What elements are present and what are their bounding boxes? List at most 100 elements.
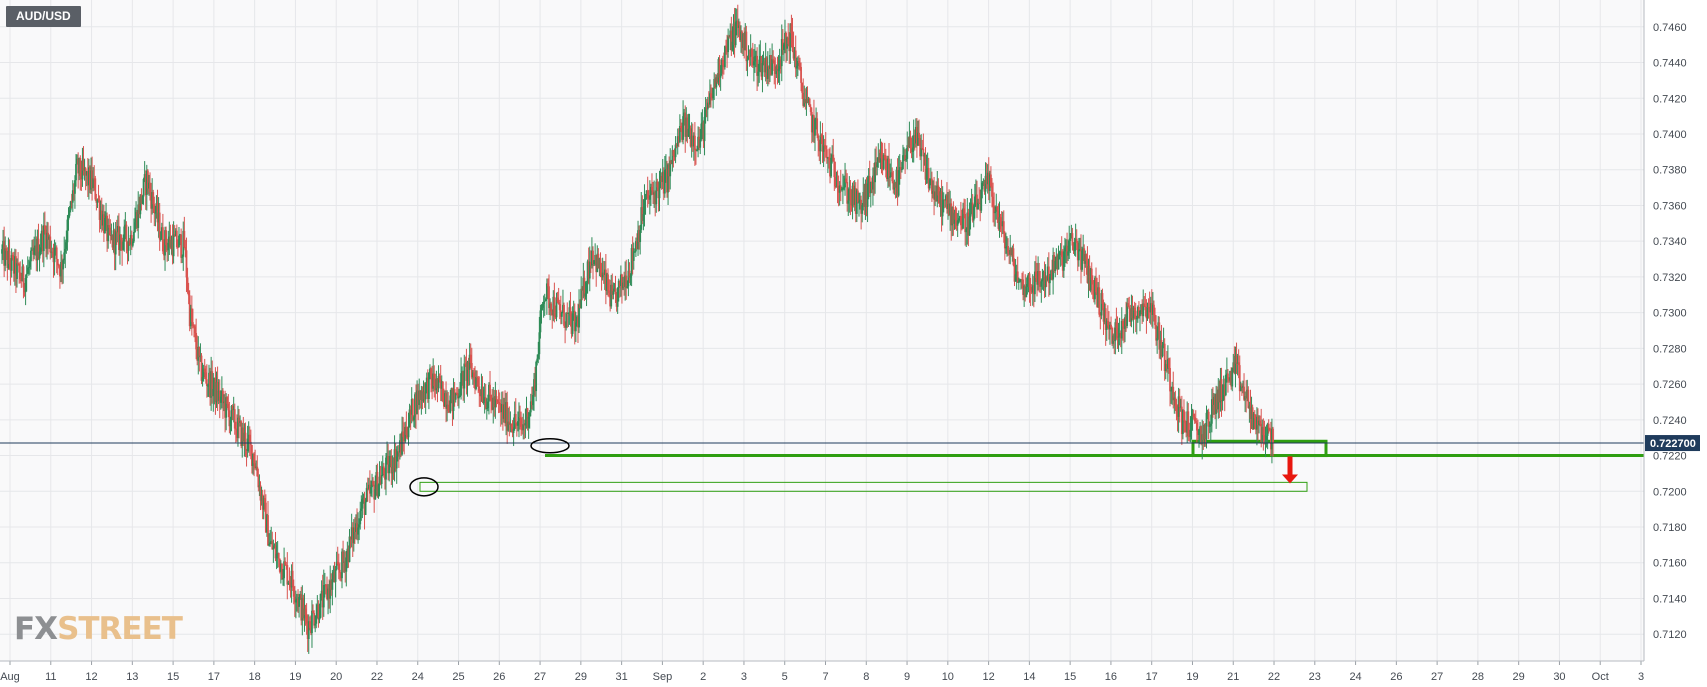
candle-body — [721, 59, 724, 66]
candle-body — [740, 31, 742, 41]
candle-body — [780, 39, 783, 67]
candle-body — [813, 115, 815, 136]
candle-body — [446, 404, 449, 409]
x-tick-label: 21 — [1227, 671, 1239, 683]
candle-body — [955, 219, 958, 226]
candle-body — [993, 206, 996, 214]
candle-body — [41, 230, 44, 252]
candle-body — [548, 286, 550, 309]
candle-body — [1040, 281, 1043, 287]
candle-body — [1079, 248, 1081, 250]
candle-body — [621, 274, 623, 289]
candle-body — [275, 553, 278, 559]
candle-body — [126, 241, 129, 251]
candle-body — [347, 548, 350, 562]
candle-body — [1107, 325, 1110, 330]
candle-body — [201, 377, 204, 381]
candle-body — [587, 261, 590, 279]
candle-body — [480, 389, 483, 397]
x-tick-label: 16 — [1105, 671, 1117, 683]
candle-body — [785, 32, 787, 49]
candle-body — [990, 174, 992, 187]
candle-body — [946, 195, 948, 209]
candle-body — [839, 185, 842, 190]
candle-body — [154, 212, 157, 214]
candle-body — [1218, 389, 1221, 403]
candle-body — [328, 588, 331, 599]
candle-body — [111, 235, 114, 248]
candle-body — [1113, 335, 1116, 342]
candle-body — [550, 303, 553, 312]
candle-body — [577, 317, 579, 328]
y-tick-label: 0.7400 — [1653, 129, 1687, 141]
candle-body — [1254, 418, 1257, 430]
candle-body — [980, 189, 983, 211]
candle-body — [515, 423, 518, 426]
candle-body — [292, 586, 295, 597]
candle-body — [1202, 434, 1205, 440]
candle-body — [1013, 265, 1016, 282]
candle-body — [380, 475, 383, 484]
candle-body — [618, 280, 621, 286]
candle-body — [237, 417, 239, 438]
candle-body — [758, 59, 761, 72]
candle-body — [889, 176, 891, 178]
candle-body — [867, 176, 870, 184]
candle-body — [148, 182, 150, 189]
candle-body — [454, 392, 457, 400]
x-tick-label: 8 — [863, 671, 869, 683]
candle-body — [701, 122, 704, 124]
candle-body — [1183, 410, 1185, 421]
candle-body — [518, 416, 520, 422]
candle-body — [1077, 249, 1080, 261]
candle-body — [209, 372, 211, 398]
candle-body — [1251, 407, 1254, 430]
candle-body — [913, 135, 916, 144]
candle-body — [882, 155, 885, 169]
candle-body — [251, 444, 253, 466]
candle-body — [720, 59, 723, 74]
candle-body — [462, 371, 465, 389]
candle-body — [90, 170, 92, 190]
candle-body — [736, 20, 739, 28]
candle-body — [657, 187, 660, 199]
candle-body — [968, 216, 971, 236]
candle-body — [581, 288, 584, 291]
candle-body — [32, 249, 35, 255]
candle-body — [799, 63, 801, 67]
candle-body — [371, 481, 373, 488]
candle-body — [923, 154, 926, 157]
candle-body — [452, 389, 455, 411]
candle-body — [353, 527, 356, 532]
candle-body — [961, 225, 963, 229]
y-tick-label: 0.7420 — [1653, 93, 1687, 105]
candle-body — [489, 384, 491, 395]
candle-body — [488, 384, 490, 402]
candle-body — [189, 308, 192, 327]
current-price-tag — [1645, 435, 1700, 452]
candle-body — [1046, 266, 1049, 281]
candle-body — [612, 291, 615, 295]
plot-background — [0, 0, 1644, 661]
candle-body — [1234, 355, 1237, 374]
candle-body — [439, 379, 442, 389]
candle-body — [533, 379, 535, 396]
candle-body — [130, 235, 133, 246]
candle-body — [495, 396, 498, 400]
x-tick-label: 10 — [942, 671, 954, 683]
candle-body — [348, 536, 351, 562]
candle-body — [1041, 279, 1044, 282]
candle-body — [838, 185, 841, 193]
y-tick-label: 0.7280 — [1653, 343, 1687, 355]
candle-body — [127, 240, 130, 251]
candle-body — [491, 401, 494, 410]
candle-body — [33, 247, 36, 255]
candle-body — [965, 229, 968, 233]
candle-body — [61, 261, 63, 270]
candle-body — [12, 257, 15, 274]
candle-body — [82, 160, 85, 171]
candle-body — [193, 325, 195, 327]
candle-body — [1030, 290, 1033, 293]
candle-body — [204, 372, 207, 380]
